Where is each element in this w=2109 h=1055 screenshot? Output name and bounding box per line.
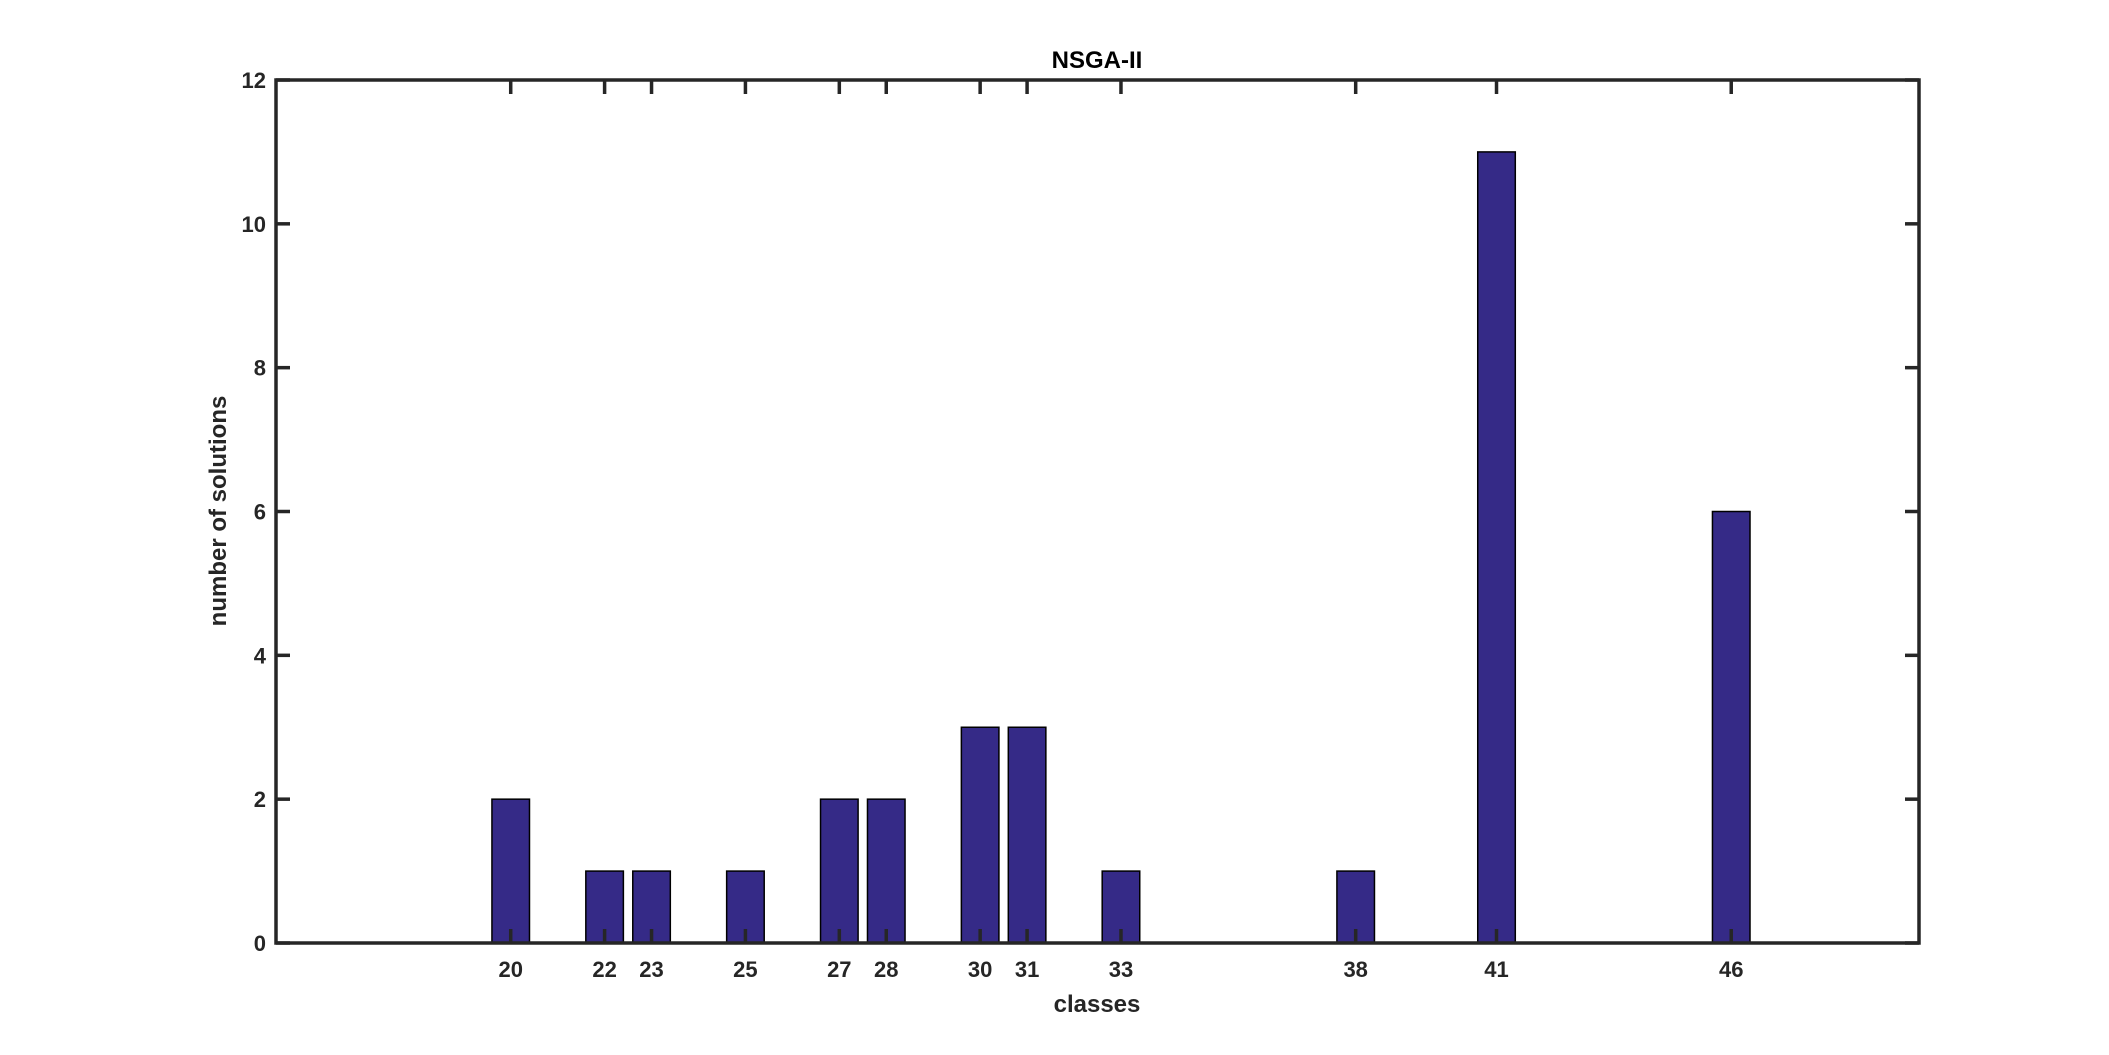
y-axis-label: number of solutions [205,396,232,627]
bar-41 [1476,151,1517,944]
y-tick-label-2: 2 [254,787,266,812]
y-tick-label-12: 12 [242,68,266,93]
bar-27 [819,798,859,944]
x-tick-label-41: 41 [1484,957,1508,982]
y-tick-label-8: 8 [254,356,266,381]
x-tick-label-33: 33 [1109,957,1133,982]
x-tick-label-23: 23 [639,957,663,982]
x-tick-label-46: 46 [1719,957,1743,982]
bar-30 [960,726,1000,944]
x-tick-label-20: 20 [498,957,522,982]
x-tick-label-27: 27 [827,957,851,982]
x-tick-label-28: 28 [874,957,898,982]
bar-20 [491,798,531,944]
bars-group [491,151,1751,944]
x-axis-label: classes [1054,991,1141,1018]
x-tick-label-25: 25 [733,957,757,982]
x-tick-label-30: 30 [968,957,992,982]
y-tick-label-4: 4 [254,643,267,668]
plot-area-frame [274,78,1921,945]
chart-title: NSGA-II [1052,47,1143,74]
x-tick-label-31: 31 [1015,957,1039,982]
x-tick-label-22: 22 [592,957,616,982]
y-tick-label-6: 6 [254,500,266,525]
y-tick-label-0: 0 [254,931,266,956]
x-tick-label-38: 38 [1343,957,1367,982]
bar-46 [1711,510,1751,944]
bar-31 [1007,726,1047,944]
bar-28 [866,798,906,944]
y-tick-label-10: 10 [242,212,266,237]
x-axis-ticks: 20 22 23 25 27 28 30 31 33 38 41 46 [498,80,1743,982]
